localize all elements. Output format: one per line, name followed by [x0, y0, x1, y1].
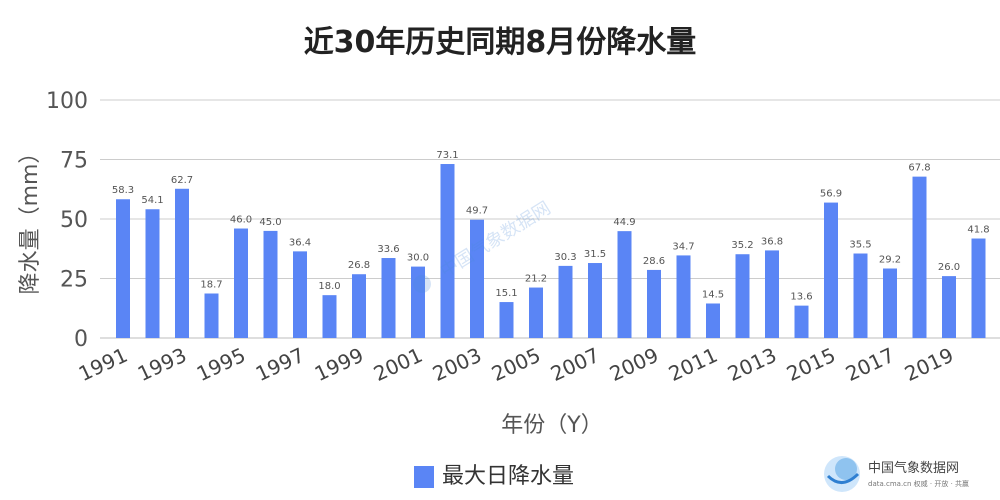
bar — [706, 303, 720, 338]
data-label: 67.8 — [908, 163, 930, 174]
y-tick-label: 25 — [60, 268, 88, 293]
x-tick-label: 2011 — [665, 343, 721, 386]
bar — [676, 255, 691, 338]
data-label: 30.0 — [407, 253, 429, 264]
data-label: 26.0 — [938, 262, 960, 273]
chart-title: 近30年历史同期8月份降水量 — [304, 25, 697, 60]
data-label: 49.7 — [466, 206, 488, 217]
bar — [204, 293, 219, 338]
bar — [765, 250, 779, 338]
bar — [529, 287, 543, 338]
data-label: 35.2 — [731, 240, 753, 251]
data-label: 46.0 — [230, 215, 252, 226]
bar — [912, 176, 927, 338]
watermark-center-icon — [413, 275, 431, 293]
bar — [883, 268, 897, 338]
data-label: 30.3 — [554, 252, 576, 263]
bar — [824, 202, 838, 338]
x-tick-label: 2009 — [606, 343, 662, 386]
x-tick-label: 2017 — [842, 343, 898, 386]
bar — [470, 219, 484, 338]
y-axis-ticks: 0 25 50 75 100 — [46, 89, 88, 352]
bars — [116, 164, 986, 338]
data-label: 73.1 — [436, 150, 458, 161]
data-label: 34.7 — [672, 241, 694, 252]
data-label: 45.0 — [259, 217, 281, 228]
y-tick-label: 50 — [60, 208, 88, 233]
bar — [116, 199, 130, 338]
data-label: 56.9 — [820, 189, 842, 200]
data-labels: 58.3 54.1 62.7 18.7 46.0 45.0 36.4 18.0 26.8 33.6… — [112, 150, 990, 303]
bar — [853, 253, 868, 338]
bar — [322, 295, 337, 338]
x-axis-ticks: 1991 1993 1995 1997 1999 2001 2003 2005 2007 2009… — [75, 343, 957, 386]
x-tick-label: 2015 — [783, 343, 839, 386]
x-tick-label: 2019 — [901, 343, 957, 386]
bar — [499, 302, 514, 338]
bar — [794, 305, 809, 338]
data-label: 18.7 — [200, 279, 222, 290]
gridlines — [100, 99, 1000, 339]
watermark-logo: 中国气象数据网 data.cma.cn 权威 · 开放 · 共赢 — [824, 456, 969, 492]
bar — [617, 231, 632, 338]
x-tick-label: 1997 — [252, 343, 308, 386]
data-label: 31.5 — [584, 249, 606, 260]
x-tick-label: 1999 — [311, 343, 367, 386]
bar — [440, 164, 455, 338]
bar — [735, 254, 750, 338]
watermark-sub-text: data.cma.cn 权威 · 开放 · 共赢 — [868, 479, 969, 488]
bar — [234, 228, 248, 338]
data-label: 29.2 — [879, 255, 901, 266]
bar — [293, 251, 307, 338]
data-label: 13.6 — [790, 292, 812, 303]
bar — [145, 209, 160, 338]
y-tick-label: 0 — [74, 327, 88, 352]
x-tick-label: 2013 — [724, 343, 780, 386]
data-label: 54.1 — [141, 195, 163, 206]
bar — [175, 188, 189, 338]
bar — [263, 230, 278, 338]
x-tick-label: 1995 — [193, 343, 249, 386]
bar — [558, 265, 573, 338]
x-tick-label: 2003 — [429, 343, 485, 386]
data-label: 33.6 — [377, 244, 399, 255]
bar — [588, 263, 602, 338]
x-axis-label: 年份（Y） — [501, 413, 602, 438]
watermark-logo-text: 中国气象数据网 — [868, 460, 959, 476]
data-label: 36.8 — [761, 236, 783, 247]
legend: 最大日降水量 — [414, 464, 574, 489]
x-tick-label: 1993 — [134, 343, 190, 386]
bar — [971, 238, 986, 338]
bar — [352, 274, 366, 338]
cma-logo-icon — [824, 456, 860, 492]
data-label: 41.8 — [967, 225, 989, 236]
y-axis-label: 降水量（mm） — [18, 142, 43, 295]
data-label: 21.2 — [525, 274, 547, 285]
data-label: 15.1 — [495, 288, 517, 299]
x-tick-label: 2007 — [547, 343, 603, 386]
legend-label: 最大日降水量 — [442, 464, 574, 489]
bar — [647, 269, 661, 338]
data-label: 58.3 — [112, 185, 134, 196]
y-tick-label: 75 — [60, 149, 88, 174]
bar — [381, 258, 396, 338]
x-tick-label: 2005 — [488, 343, 544, 386]
x-tick-label: 2001 — [370, 343, 426, 386]
data-label: 44.9 — [613, 217, 635, 228]
data-label: 36.4 — [289, 237, 311, 248]
data-label: 14.5 — [702, 289, 724, 300]
legend-swatch — [414, 466, 434, 488]
bar — [942, 276, 956, 338]
bar — [411, 266, 425, 338]
data-label: 62.7 — [171, 175, 193, 186]
data-label: 18.0 — [318, 281, 340, 292]
data-label: 35.5 — [849, 240, 871, 251]
data-label: 28.6 — [643, 256, 665, 267]
data-label: 26.8 — [348, 260, 370, 271]
y-tick-label: 100 — [46, 89, 88, 114]
